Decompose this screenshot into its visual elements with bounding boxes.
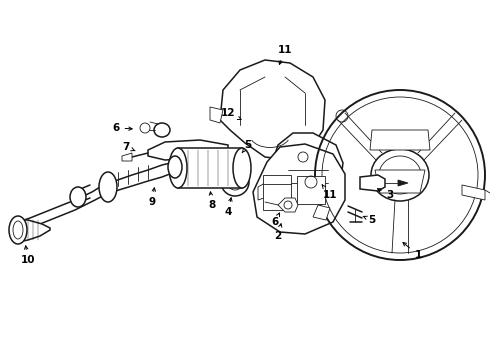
Polygon shape	[278, 198, 298, 212]
Text: 5: 5	[242, 140, 252, 153]
Text: 8: 8	[208, 192, 216, 210]
Text: 10: 10	[21, 246, 35, 265]
Text: 6: 6	[112, 123, 132, 133]
Ellipse shape	[9, 216, 27, 244]
Polygon shape	[112, 162, 175, 192]
Text: 4: 4	[224, 198, 232, 217]
Polygon shape	[220, 60, 325, 160]
Polygon shape	[210, 107, 223, 123]
Polygon shape	[370, 130, 430, 150]
Text: 1: 1	[403, 243, 421, 260]
Polygon shape	[122, 153, 132, 161]
Polygon shape	[253, 144, 345, 234]
Polygon shape	[360, 175, 385, 191]
Text: 9: 9	[148, 188, 155, 207]
Bar	[263, 175, 291, 210]
Text: 3: 3	[377, 189, 393, 200]
Ellipse shape	[168, 156, 182, 178]
Text: 12: 12	[221, 108, 241, 120]
Text: 7: 7	[122, 142, 135, 152]
Polygon shape	[12, 220, 50, 242]
Ellipse shape	[99, 172, 117, 202]
Ellipse shape	[221, 168, 249, 196]
Polygon shape	[462, 185, 485, 200]
Ellipse shape	[188, 156, 196, 168]
Text: 6: 6	[271, 213, 279, 227]
Bar	[297, 176, 325, 204]
Polygon shape	[375, 170, 425, 193]
Ellipse shape	[70, 187, 86, 207]
Polygon shape	[313, 205, 330, 220]
Ellipse shape	[233, 148, 251, 188]
Ellipse shape	[379, 156, 421, 194]
Polygon shape	[398, 180, 408, 186]
Text: 5: 5	[363, 215, 376, 225]
Ellipse shape	[140, 123, 150, 133]
Polygon shape	[18, 182, 110, 232]
Ellipse shape	[169, 148, 187, 188]
Ellipse shape	[154, 123, 170, 137]
Polygon shape	[270, 133, 343, 210]
Text: 11: 11	[322, 185, 337, 200]
Polygon shape	[148, 140, 228, 160]
Bar	[178, 148, 242, 188]
Text: 2: 2	[274, 224, 282, 241]
Polygon shape	[258, 180, 273, 200]
Text: 11: 11	[278, 45, 292, 64]
Ellipse shape	[371, 149, 429, 201]
